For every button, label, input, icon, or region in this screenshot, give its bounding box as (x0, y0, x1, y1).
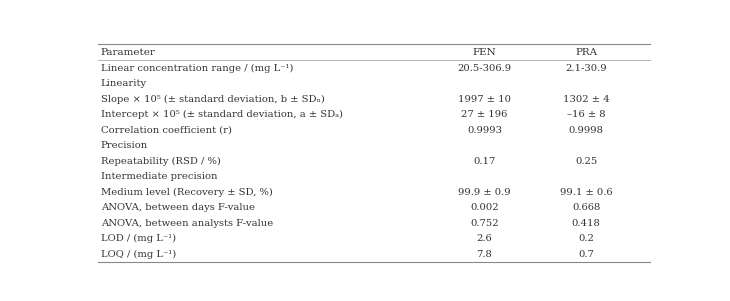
Text: 0.752: 0.752 (470, 219, 499, 228)
Text: Slope × 10⁵ (± standard deviation, b ± SDₙ): Slope × 10⁵ (± standard deviation, b ± S… (101, 95, 325, 104)
Text: Parameter: Parameter (101, 48, 155, 57)
Text: PRA: PRA (575, 48, 597, 57)
Text: LOD / (mg L⁻¹): LOD / (mg L⁻¹) (101, 234, 176, 244)
Text: 99.1 ± 0.6: 99.1 ± 0.6 (560, 188, 612, 197)
Text: 1302 ± 4: 1302 ± 4 (563, 95, 610, 104)
Text: Linearity: Linearity (101, 79, 147, 88)
Text: 20.5-306.9: 20.5-306.9 (458, 64, 512, 73)
Text: Precision: Precision (101, 141, 148, 150)
Text: 7.8: 7.8 (477, 250, 492, 259)
Text: 1997 ± 10: 1997 ± 10 (458, 95, 511, 104)
Text: 2.6: 2.6 (477, 234, 492, 243)
Text: –16 ± 8: –16 ± 8 (567, 110, 606, 119)
Text: ANOVA, between days F-value: ANOVA, between days F-value (101, 203, 255, 212)
Text: Medium level (Recovery ± SD, %): Medium level (Recovery ± SD, %) (101, 188, 273, 197)
Text: 0.002: 0.002 (470, 203, 499, 212)
Text: 0.25: 0.25 (575, 157, 597, 166)
Text: 0.418: 0.418 (572, 219, 601, 228)
Text: Linear concentration range / (mg L⁻¹): Linear concentration range / (mg L⁻¹) (101, 64, 293, 73)
Text: 0.9993: 0.9993 (467, 126, 502, 135)
Text: 99.9 ± 0.9: 99.9 ± 0.9 (458, 188, 511, 197)
Text: 0.7: 0.7 (578, 250, 594, 259)
Text: Intercept × 10⁵ (± standard deviation, a ± SDₐ): Intercept × 10⁵ (± standard deviation, a… (101, 110, 343, 119)
Text: 0.17: 0.17 (473, 157, 496, 166)
Text: 0.9998: 0.9998 (569, 126, 604, 135)
Text: 27 ± 196: 27 ± 196 (461, 110, 507, 119)
Text: 0.2: 0.2 (578, 234, 594, 243)
Text: 2.1-30.9: 2.1-30.9 (566, 64, 607, 73)
Text: 0.668: 0.668 (572, 203, 601, 212)
Text: Correlation coefficient (r): Correlation coefficient (r) (101, 126, 232, 135)
Text: FEN: FEN (472, 48, 496, 57)
Text: Repeatability (RSD / %): Repeatability (RSD / %) (101, 157, 220, 166)
Text: LOQ / (mg L⁻¹): LOQ / (mg L⁻¹) (101, 250, 176, 259)
Text: ANOVA, between analysts F-value: ANOVA, between analysts F-value (101, 219, 273, 228)
Text: Intermediate precision: Intermediate precision (101, 172, 218, 181)
